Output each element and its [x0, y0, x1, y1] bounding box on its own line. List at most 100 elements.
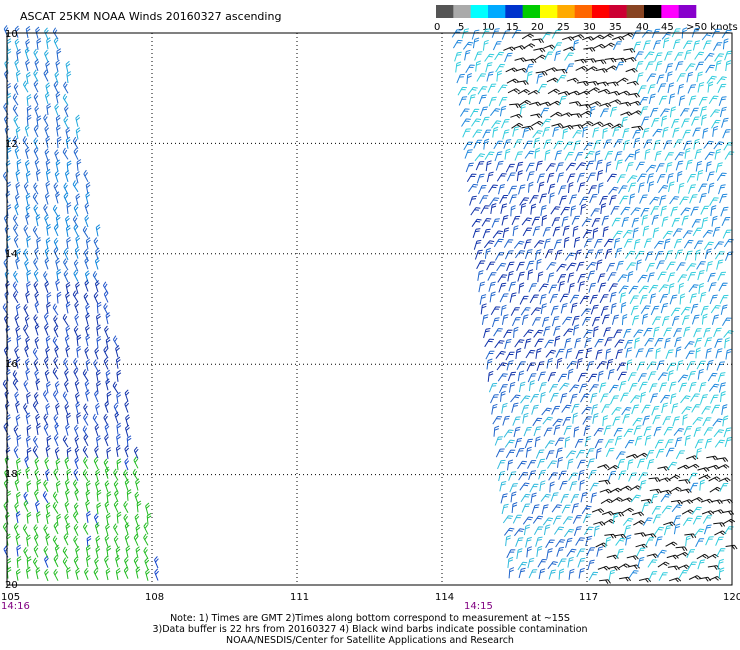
barb-w-35-98: [92, 413, 99, 426]
barb-e-11-725: [724, 151, 735, 160]
barb-w-44-138: [134, 513, 140, 526]
barb-w-44-128: [123, 513, 129, 526]
barb-e-18-613: [612, 230, 623, 239]
barb-w-12-18: [16, 159, 22, 171]
barb-e-40-509: [508, 471, 517, 481]
barb-e-6-529: [529, 101, 542, 107]
barb-e-13-547: [546, 172, 555, 183]
barb-e-49-609: [608, 569, 616, 581]
barb-w-22-98: [92, 271, 99, 284]
barb-e-10-604: [603, 139, 612, 149]
barb-e-28-725: [724, 337, 730, 349]
barb-e-30-507: [506, 360, 514, 371]
barb-w-21-98: [94, 257, 100, 270]
barb-w-47-138: [135, 546, 141, 559]
barb-w-45-48: [43, 524, 49, 537]
barb-e-2-705: [704, 52, 715, 61]
barb-e-24-480: [479, 294, 487, 305]
longitude-labels: 105 108 111 114 117 120: [1, 592, 740, 603]
barb-e-45-644: [644, 533, 657, 539]
barb-e-26-632: [631, 315, 640, 326]
barb-e-0-622: [621, 32, 635, 38]
barb-e-37-705: [704, 438, 713, 449]
barb-e-25-611: [610, 302, 617, 314]
barb-e-31-628: [627, 372, 637, 382]
barb-w-33-38: [33, 391, 39, 405]
barb-w-21-68: [63, 258, 69, 271]
barb-e-40-559: [558, 470, 567, 480]
barb-w-46-148: [143, 533, 149, 546]
barb-w-23-88: [84, 279, 90, 292]
barb-e-41-720: [719, 483, 729, 492]
barb-e-45-624: [623, 524, 632, 536]
barb-e-27-604: [603, 327, 612, 337]
barb-e-46-516: [515, 537, 524, 547]
barb-e-19-644: [643, 238, 652, 248]
barb-e-30-527: [526, 362, 536, 372]
barb-e-26-532: [531, 317, 541, 326]
barb-w-29-18: [14, 346, 19, 359]
barb-e-4-547: [546, 77, 559, 83]
barb-e-3-696: [695, 61, 705, 71]
barb-w-43-148: [145, 502, 150, 515]
barb-w-26-48: [43, 312, 49, 325]
barb-e-11-545: [544, 149, 551, 161]
barb-w-41-68: [64, 478, 70, 491]
barb-e-25-651: [650, 305, 660, 316]
barb-w-48-68: [62, 557, 69, 570]
barb-e-8-542: [541, 118, 552, 127]
barb-e-9-513: [512, 126, 520, 137]
barb-e-38-506: [505, 449, 516, 459]
barb-e-4-647: [646, 73, 657, 82]
barb-e-11-495: [494, 151, 503, 162]
barb-w-47-108: [106, 545, 112, 558]
barb-e-48-648: [647, 559, 658, 568]
barb-e-10-714: [713, 141, 724, 150]
barb-e-32-519: [518, 381, 526, 393]
barb-e-20-495: [494, 252, 505, 261]
barb-e-17-622: [621, 217, 629, 228]
barb-w-35-128: [125, 414, 130, 427]
barb-e-5-548: [547, 88, 560, 95]
barb-w-48-158: [154, 556, 159, 569]
barb-e-42-591: [590, 492, 598, 503]
barb-e-10-484: [483, 138, 490, 150]
barb-w-49-68: [66, 566, 71, 579]
barb-e-15-510: [509, 194, 518, 204]
barb-w-35-28: [25, 412, 31, 425]
barb-e-20-485: [484, 247, 491, 259]
barb-w-20-38: [34, 247, 39, 260]
barb-e-47-717: [716, 548, 726, 557]
barb-e-2-595: [594, 59, 607, 65]
barb-e-27-514: [513, 326, 519, 338]
barb-e-17-542: [541, 214, 548, 227]
barb-w-34-38: [32, 401, 39, 414]
barb-w-28-28: [25, 336, 31, 349]
barb-e-34-642: [641, 404, 651, 414]
barb-e-44-683: [682, 517, 693, 526]
barb-e-8-552: [551, 123, 564, 128]
barb-e-11-605: [604, 150, 614, 161]
barb-e-3-686: [685, 63, 696, 72]
barb-e-39-677: [677, 464, 690, 470]
barb-e-20-515: [514, 250, 526, 259]
barb-w-3-68: [65, 60, 71, 74]
barb-e-11-715: [714, 148, 722, 160]
barb-w-49-148: [145, 568, 150, 581]
barb-w-31-118: [116, 369, 122, 382]
barb-w-10-78: [72, 136, 79, 149]
barb-e-21-477: [476, 260, 486, 270]
barb-e-35-713: [712, 418, 723, 427]
barb-w-32-68: [64, 380, 69, 393]
barb-w-19-38: [36, 236, 41, 249]
barb-e-36-634: [633, 425, 642, 435]
barb-w-19-98: [93, 237, 99, 250]
barb-e-49-649: [648, 571, 658, 581]
barb-w-24-68: [65, 291, 70, 305]
barb-e-15-560: [559, 195, 567, 206]
barb-e-27-624: [623, 328, 632, 339]
barb-e-49-669: [668, 577, 682, 583]
barb-e-26-512: [511, 317, 521, 327]
barb-e-28-695: [694, 337, 703, 348]
barb-e-33-651: [650, 393, 658, 403]
